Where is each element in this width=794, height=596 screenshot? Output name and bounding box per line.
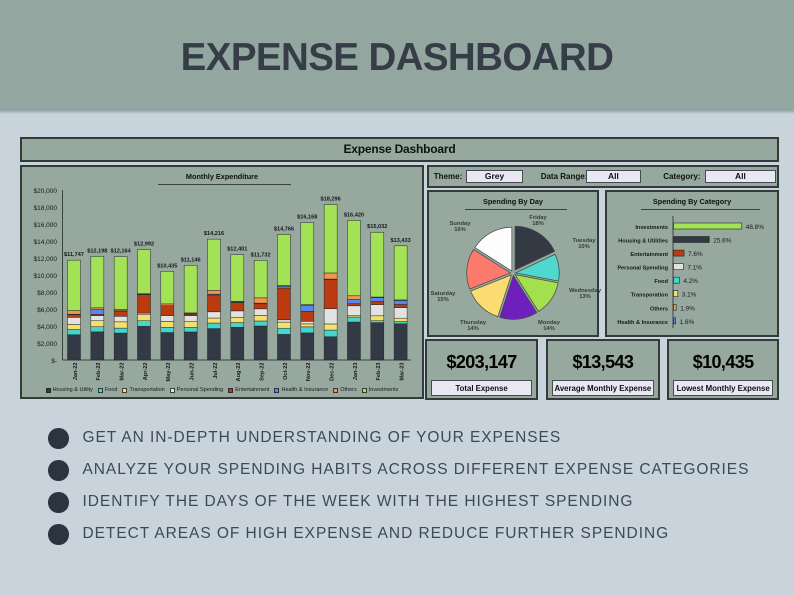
svg-text:$12,164: $12,164 [111, 249, 132, 255]
svg-text:$11,732: $11,732 [251, 252, 271, 258]
svg-text:Investments: Investments [635, 225, 668, 231]
svg-text:48.8%: 48.8% [746, 224, 764, 231]
svg-text:$2,000: $2,000 [37, 341, 57, 348]
svg-text:1.6%: 1.6% [680, 319, 695, 326]
svg-text:Jul-22: Jul-22 [213, 363, 219, 379]
svg-text:$-: $- [51, 358, 57, 365]
svg-text:Personal Spending: Personal Spending [617, 266, 668, 272]
svg-text:$6,000: $6,000 [37, 307, 57, 314]
svg-text:Food: Food [654, 279, 668, 285]
svg-text:Entertainment: Entertainment [630, 252, 668, 258]
svg-text:Dec-22: Dec-22 [329, 363, 335, 381]
svg-text:7.6%: 7.6% [688, 251, 703, 258]
svg-text:$12,198: $12,198 [87, 248, 107, 254]
svg-text:25.6%: 25.6% [713, 238, 731, 245]
svg-text:$18,296: $18,296 [321, 196, 341, 202]
svg-text:Jan-23: Jan-23 [353, 363, 359, 381]
svg-text:$11,747: $11,747 [64, 252, 84, 258]
svg-text:$15,032: $15,032 [367, 224, 387, 230]
svg-text:7.1%: 7.1% [687, 265, 702, 272]
svg-text:Nov-22: Nov-22 [306, 363, 312, 382]
svg-text:1.9%: 1.9% [680, 305, 695, 312]
svg-text:Mar-23: Mar-23 [399, 363, 405, 381]
svg-text:$13,433: $13,433 [391, 238, 411, 244]
svg-text:$12,000: $12,000 [34, 256, 58, 263]
svg-text:Others: Others [650, 306, 668, 312]
svg-text:Aug-22: Aug-22 [236, 363, 242, 382]
svg-text:4.2%: 4.2% [683, 278, 698, 285]
svg-text:Transporation: Transporation [631, 293, 669, 299]
svg-text:May-22: May-22 [166, 363, 172, 382]
svg-text:Sep-22: Sep-22 [259, 363, 265, 381]
svg-text:$14,766: $14,766 [274, 226, 294, 232]
svg-text:Jun-22: Jun-22 [189, 363, 195, 381]
svg-text:Apr-22: Apr-22 [143, 363, 149, 381]
svg-text:Health & Insurance: Health & Insurance [617, 320, 668, 326]
svg-text:$16,168: $16,168 [297, 215, 317, 221]
svg-text:Oct-22: Oct-22 [283, 363, 289, 380]
svg-text:Mar-22: Mar-22 [119, 363, 125, 381]
svg-text:$12,401: $12,401 [227, 247, 247, 253]
svg-text:$8,000: $8,000 [37, 290, 57, 297]
svg-text:Feb-23: Feb-23 [376, 363, 382, 381]
svg-text:$4,000: $4,000 [37, 324, 57, 331]
svg-text:$12,992: $12,992 [134, 242, 154, 248]
svg-text:Jan-22: Jan-22 [73, 363, 79, 381]
svg-text:$16,420: $16,420 [344, 212, 364, 218]
svg-text:$11,146: $11,146 [181, 257, 201, 263]
svg-text:$20,000: $20,000 [34, 188, 58, 195]
svg-text:$10,435: $10,435 [157, 263, 177, 269]
svg-text:$16,000: $16,000 [34, 222, 58, 229]
svg-text:$18,000: $18,000 [34, 205, 58, 212]
svg-text:$14,000: $14,000 [34, 239, 58, 246]
svg-text:Housing & Utilities: Housing & Utilities [618, 239, 668, 245]
svg-text:3.1%: 3.1% [682, 292, 697, 299]
svg-text:$10,000: $10,000 [34, 273, 58, 280]
svg-text:Feb-22: Feb-22 [96, 363, 102, 381]
svg-text:$14,216: $14,216 [204, 231, 224, 237]
